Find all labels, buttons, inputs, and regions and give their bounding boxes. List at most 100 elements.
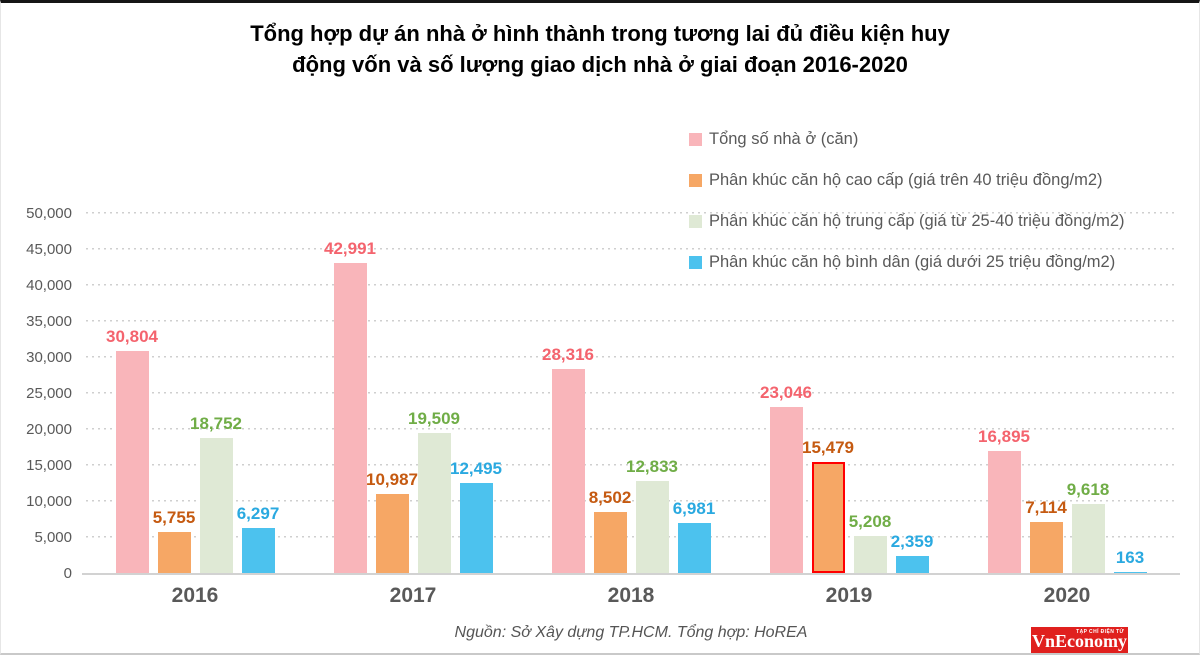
bar-slot-can-ho-trung-cap-2016: 18,752 [190, 414, 242, 573]
bar-slot-can-ho-cao-cap-2019: 15,479 [802, 438, 854, 573]
bar-slot-can-ho-binh-dan-2018: 6,981 [673, 499, 715, 573]
bar-value-can-ho-binh-dan-2020: 163 [1115, 547, 1145, 567]
legend-swatch-can-ho-cao-cap [689, 174, 702, 187]
bar-slot-tong-so-nha-o-2020: 16,895 [978, 427, 1030, 573]
y-axis-tick-label: 5,000 [34, 529, 72, 546]
bar-can-ho-trung-cap-2016 [199, 438, 233, 573]
x-axis-labels: 2016 2017 2018 2019 2020 [86, 584, 1176, 608]
bar-value-tong-so-nha-o-2016: 30,804 [106, 327, 158, 347]
y-axis-tick-label: 15,000 [26, 457, 72, 474]
gridline [86, 428, 1176, 430]
bar-can-ho-binh-dan-2018 [677, 522, 711, 573]
bar-slot-tong-so-nha-o-2018: 28,316 [542, 345, 594, 573]
bar-value-can-ho-trung-cap-2016: 18,752 [190, 414, 242, 433]
gridline [86, 212, 1176, 214]
y-axis-tick-label: 0 [63, 565, 72, 582]
bar-value-tong-so-nha-o-2019: 23,046 [760, 383, 812, 403]
bar-value-can-ho-binh-dan-2018: 6,981 [672, 498, 716, 518]
legend-label-can-ho-cao-cap: Phân khúc căn hộ cao cấp (giá trên 40 tr… [709, 171, 1103, 189]
bar-tong-so-nha-o-2017 [333, 263, 367, 573]
bar-slot-can-ho-binh-dan-2019: 2,359 [891, 532, 933, 573]
bar-tong-so-nha-o-2018 [551, 369, 585, 573]
bar-slot-can-ho-cao-cap-2018: 8,502 [589, 488, 631, 573]
bar-can-ho-trung-cap-2019 [853, 535, 887, 573]
logo-tagline: TẠP CHÍ ĐIỆN TỬ [1076, 629, 1124, 635]
x-axis-label-2016: 2016 [171, 584, 219, 607]
bar-slot-can-ho-cao-cap-2020: 7,114 [1025, 498, 1067, 573]
legend-swatch-tong-so-nha-o [689, 133, 702, 146]
bar-slot-tong-so-nha-o-2016: 30,804 [106, 327, 158, 573]
x-axis-label-2018: 2018 [607, 584, 655, 607]
gridline [86, 392, 1176, 394]
bar-slot-can-ho-binh-dan-2020: 163 [1113, 548, 1147, 573]
legend-item-can-ho-trung-cap: Phân khúc căn hộ trung cấp (giá từ 25-40… [689, 201, 1125, 242]
bar-slot-can-ho-trung-cap-2020: 9,618 [1067, 480, 1109, 573]
bar-slot-can-ho-trung-cap-2018: 12,833 [626, 457, 678, 573]
bar-value-tong-so-nha-o-2018: 28,316 [542, 345, 594, 365]
bar-group-2020: 16,895 7,114 9,618 163 [958, 213, 1176, 573]
legend-swatch-can-ho-trung-cap [689, 215, 702, 228]
bar-value-can-ho-cao-cap-2018: 8,502 [588, 487, 632, 507]
x-axis-line [82, 573, 1180, 575]
chart-title: Tổng hợp dự án nhà ở hình thành trong tư… [1, 18, 1199, 80]
bar-value-can-ho-binh-dan-2019: 2,359 [890, 532, 934, 552]
y-axis-tick-label: 20,000 [26, 421, 72, 438]
bar-can-ho-trung-cap-2018 [635, 480, 669, 573]
vneconomy-logo: TẠP CHÍ ĐIỆN TỬ VnEconomy [1031, 627, 1128, 653]
bar-tong-so-nha-o-2016 [115, 351, 149, 573]
bar-slot-tong-so-nha-o-2017: 42,991 [324, 239, 376, 573]
y-axis-tick-label: 50,000 [26, 205, 72, 222]
y-axis-tick-label: 30,000 [26, 349, 72, 366]
bar-can-ho-cao-cap-2017 [375, 493, 409, 573]
legend: Tổng số nhà ở (căn) Phân khúc căn hộ cao … [689, 119, 1125, 283]
bar-slot-tong-so-nha-o-2019: 23,046 [760, 383, 812, 573]
bar-slot-can-ho-cao-cap-2017: 10,987 [366, 470, 418, 573]
legend-label-tong-so-nha-o: Tổng số nhà ở (căn) [709, 130, 859, 148]
bar-value-can-ho-trung-cap-2020: 9,618 [1066, 479, 1110, 499]
gridline [86, 464, 1176, 466]
logo-wordmark: VnEconomy [1031, 631, 1127, 651]
x-axis-label-2020: 2020 [1043, 584, 1091, 607]
bar-tong-so-nha-o-2020 [987, 451, 1021, 573]
gridline [86, 320, 1176, 322]
bar-slot-can-ho-binh-dan-2016: 6,297 [237, 504, 279, 573]
chart-title-line2: động vốn và số lượng giao dịch nhà ở gia… [292, 52, 908, 77]
bar-value-can-ho-cao-cap-2017: 10,987 [366, 469, 418, 489]
y-axis-tick-label: 35,000 [26, 313, 72, 330]
bar-can-ho-binh-dan-2016 [241, 527, 275, 573]
bar-value-can-ho-cao-cap-2019: 15,479 [802, 437, 854, 457]
bar-value-can-ho-trung-cap-2018: 12,833 [626, 456, 678, 476]
bar-value-can-ho-trung-cap-2019: 5,208 [848, 511, 892, 531]
bar-group-2016: 30,804 5,755 18,752 6,297 [86, 213, 304, 573]
bar-value-tong-so-nha-o-2017: 42,991 [324, 239, 376, 259]
y-axis-tick-label: 40,000 [26, 277, 72, 294]
bar-group-2017: 42,991 10,987 19,509 12,495 [304, 213, 522, 573]
bar-slot-can-ho-cao-cap-2016: 5,755 [153, 508, 195, 573]
bar-slot-can-ho-trung-cap-2017: 19,509 [408, 409, 460, 573]
plot-area: 0 5,000 10,000 15,000 20,000 25,000 30,000 35,0… [26, 205, 1180, 582]
gridline [86, 356, 1176, 358]
bar-group-2019: 23,046 15,479 5,208 2,359 [740, 213, 958, 573]
bar-slot-can-ho-binh-dan-2017: 12,495 [450, 459, 502, 573]
bar-can-ho-binh-dan-2020 [1113, 571, 1147, 573]
legend-label-can-ho-binh-dan: Phân khúc căn hộ bình dân (giá dưới 25 t… [709, 253, 1116, 271]
legend-swatch-can-ho-binh-dan [689, 256, 702, 269]
legend-item-tong-so-nha-o: Tổng số nhà ở (căn) [689, 119, 1125, 160]
bar-can-ho-cao-cap-2020 [1029, 521, 1063, 573]
y-axis-tick-label: 25,000 [26, 385, 72, 402]
gridline [86, 248, 1176, 250]
bar-value-can-ho-cao-cap-2020: 7,114 [1025, 497, 1067, 517]
bar-value-tong-so-nha-o-2020: 16,895 [978, 427, 1030, 447]
bar-value-can-ho-binh-dan-2016: 6,297 [236, 503, 280, 523]
bar-value-can-ho-binh-dan-2017: 12,495 [450, 459, 502, 479]
bar-can-ho-cao-cap-2019 [811, 461, 845, 573]
bar-slot-can-ho-trung-cap-2019: 5,208 [849, 512, 891, 573]
bar-tong-so-nha-o-2019 [769, 407, 803, 573]
y-axis-tick-label: 10,000 [26, 493, 72, 510]
bar-can-ho-cao-cap-2018 [593, 511, 627, 573]
x-axis-label-2017: 2017 [389, 584, 437, 607]
gridline [86, 500, 1176, 502]
legend-item-can-ho-cao-cap: Phân khúc căn hộ cao cấp (giá trên 40 tr… [689, 160, 1125, 201]
legend-item-can-ho-binh-dan: Phân khúc căn hộ bình dân (giá dưới 25 t… [689, 242, 1125, 283]
